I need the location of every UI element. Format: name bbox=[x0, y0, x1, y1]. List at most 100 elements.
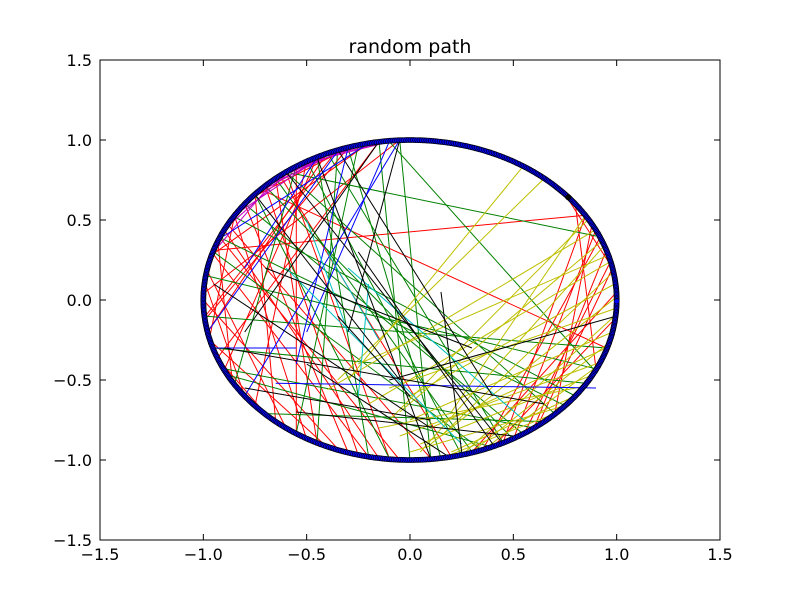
path-segment bbox=[461, 315, 615, 456]
path-segment bbox=[306, 141, 390, 333]
y-tick-label: −1.0 bbox=[53, 451, 92, 470]
x-tick-label: −1.0 bbox=[184, 545, 223, 564]
path-segment bbox=[265, 413, 545, 423]
path-segment bbox=[227, 374, 493, 448]
path-segment bbox=[358, 254, 609, 365]
chart-title: random path bbox=[349, 36, 472, 58]
path-segment bbox=[254, 194, 401, 381]
path-segment bbox=[234, 152, 328, 216]
path-segment bbox=[295, 147, 349, 365]
y-tick-label: 1.5 bbox=[67, 51, 92, 70]
path-segment bbox=[389, 315, 617, 381]
series-2 bbox=[327, 165, 618, 459]
path-segment bbox=[399, 139, 432, 459]
x-tick-label: 0.0 bbox=[397, 545, 422, 564]
path-segment bbox=[223, 347, 545, 405]
path-segment bbox=[378, 385, 584, 429]
path-segment bbox=[219, 237, 401, 461]
path-segment bbox=[337, 178, 545, 381]
path-segment bbox=[244, 141, 380, 333]
y-tick-label: −0.5 bbox=[53, 371, 92, 390]
path-segment bbox=[217, 240, 233, 382]
path-segment bbox=[234, 216, 576, 397]
path-segment bbox=[260, 189, 607, 349]
path-segment bbox=[430, 347, 607, 429]
path-segment bbox=[213, 178, 277, 253]
path-segment bbox=[244, 139, 401, 397]
path-segment bbox=[285, 171, 556, 414]
path-segment bbox=[213, 251, 483, 451]
path-segment bbox=[430, 296, 618, 445]
plot-area bbox=[100, 60, 720, 540]
circle-point bbox=[613, 298, 620, 305]
x-tick-label: 1.0 bbox=[604, 545, 629, 564]
series-6 bbox=[213, 139, 617, 459]
path-segment bbox=[213, 347, 586, 384]
series-4 bbox=[207, 139, 597, 397]
path-segment bbox=[316, 149, 339, 443]
y-tick-label: −1.5 bbox=[53, 531, 92, 550]
path-segment bbox=[409, 331, 613, 421]
path-segment bbox=[254, 194, 390, 459]
path-segment bbox=[316, 157, 432, 459]
path-segment bbox=[306, 219, 349, 333]
path-segment bbox=[264, 186, 514, 440]
path-segment bbox=[285, 171, 504, 445]
path-segment bbox=[420, 374, 593, 445]
path-segment bbox=[419, 245, 605, 453]
path-segment bbox=[207, 150, 339, 333]
path-segment bbox=[347, 139, 401, 333]
path-segment bbox=[409, 405, 566, 453]
path-segment bbox=[337, 149, 494, 397]
path-segment bbox=[213, 283, 431, 429]
path-segment bbox=[564, 194, 613, 269]
y-tick-label: 0.5 bbox=[67, 211, 92, 230]
path-segment bbox=[388, 141, 597, 373]
path-segment bbox=[347, 267, 525, 421]
path-segment bbox=[202, 299, 339, 450]
path-segment bbox=[244, 203, 525, 435]
path-segment bbox=[440, 291, 463, 453]
path-segment bbox=[451, 395, 576, 453]
x-tick-label: 1.5 bbox=[707, 545, 732, 564]
path-segment bbox=[254, 194, 277, 422]
path-segment bbox=[223, 157, 318, 371]
path-segment bbox=[482, 365, 599, 451]
x-tick-label: 0.5 bbox=[501, 545, 526, 564]
path-segment bbox=[450, 214, 587, 413]
path-segment bbox=[440, 272, 613, 437]
path-segment bbox=[388, 219, 589, 421]
path-segment bbox=[285, 171, 597, 237]
path-segment bbox=[233, 215, 308, 440]
path-segment bbox=[204, 283, 246, 397]
path-segment bbox=[275, 382, 597, 389]
y-tick-label: 0.0 bbox=[67, 291, 92, 310]
path-segment bbox=[347, 165, 525, 381]
path-segment bbox=[244, 387, 431, 421]
path-segment bbox=[326, 251, 380, 341]
path-segment bbox=[357, 283, 370, 397]
circle-markers bbox=[200, 137, 620, 463]
x-tick-label: −0.5 bbox=[287, 545, 326, 564]
path-segment bbox=[306, 160, 463, 456]
path-segment bbox=[440, 413, 555, 459]
path-segment bbox=[512, 229, 597, 440]
x-tick-label: −1.5 bbox=[81, 545, 120, 564]
path-segment bbox=[357, 251, 494, 445]
path-segment bbox=[285, 171, 390, 459]
axis-ticks: −1.5 −1.0 −0.5 0.0 0.5 1.0 1.5 −1.5 −1.0 −0.5 0.0 0… bbox=[53, 51, 733, 564]
path-segment bbox=[337, 315, 411, 397]
path-segment bbox=[399, 240, 603, 413]
path-segment bbox=[296, 411, 514, 437]
y-tick-label: 1.0 bbox=[67, 131, 92, 150]
series-layer bbox=[202, 139, 618, 461]
path-segment bbox=[244, 157, 318, 269]
path-segment bbox=[533, 250, 607, 429]
path-segment bbox=[265, 267, 473, 349]
path-segment bbox=[207, 275, 597, 370]
path-segment bbox=[295, 144, 359, 433]
path-segment bbox=[378, 141, 411, 461]
path-segment bbox=[471, 291, 618, 453]
